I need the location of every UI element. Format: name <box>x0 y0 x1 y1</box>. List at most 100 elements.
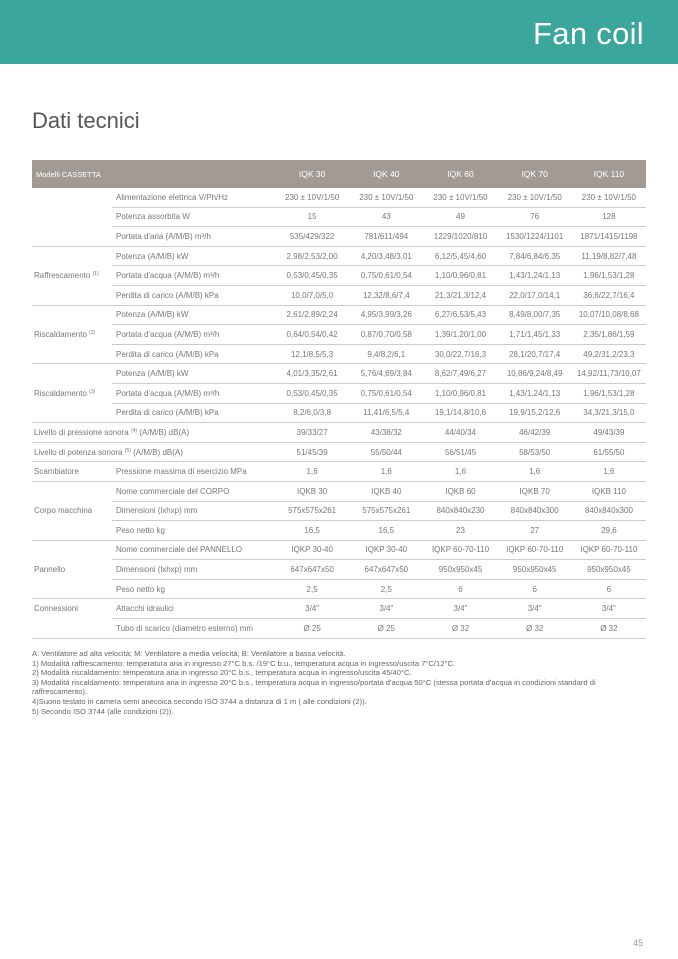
table-cell: 2,98/2,53/2,00 <box>275 246 350 267</box>
table-cell: 56/51/45 <box>423 442 498 463</box>
row-label: Nome commerciale del PANNELLO <box>112 540 276 561</box>
table-row: Connessioni Attacchi idraulici 3/4" 3/4" 3/4… <box>32 598 646 639</box>
row-label: Perdita di carico (A/M/B) kPa <box>112 285 276 306</box>
table-cell: 51/45/39 <box>275 442 350 463</box>
table-cell: Ø 25 <box>275 618 350 639</box>
table-cell: 44/40/34 <box>423 422 498 443</box>
table-cell: IQKB 70 <box>497 481 572 502</box>
table-cell: 11,41/6,5/5,4 <box>349 403 424 424</box>
table-cell: 6,27/6,53/5,43 <box>423 305 498 326</box>
table-cell: 647x647x50 <box>275 559 350 580</box>
table-cell: Ø 25 <box>349 618 424 639</box>
table-cell: 10,07/10,08/8,68 <box>571 305 646 326</box>
table-cell: 30,0/22,7/16,3 <box>423 344 498 365</box>
table-cell: 840x840x300 <box>497 501 572 522</box>
group-label: Scambiatore <box>32 461 112 482</box>
table-cell: Ø 32 <box>497 618 572 639</box>
table-cell: 36,6/22,7/16,4 <box>571 285 646 306</box>
table-row: Perdita di carico (A/M/B) kPa 10,0/7,0/5,… <box>32 285 646 306</box>
row-unit: (A/M/B) dB(A) <box>139 427 190 437</box>
table-cell: 55/50/44 <box>349 442 424 463</box>
table-cell: 840x840x230 <box>423 501 498 522</box>
table-cell: IQKB 60 <box>423 481 498 502</box>
table-cell: 22,0/17,0/14,1 <box>497 285 572 306</box>
row-label: Dimensioni (lxhxp) mm <box>112 501 276 522</box>
table-cell: 0,75/0,61/0,54 <box>349 265 424 286</box>
table-cell: 49 <box>423 207 498 228</box>
table-row: Peso netto kg 16,5 16,5 23 27 29,6 <box>32 520 646 541</box>
table-cell: 12,1/8,5/5,3 <box>275 344 350 365</box>
row-label-text: Livello di pressione sonora <box>34 427 129 437</box>
table-cell: 1,6 <box>349 461 424 482</box>
row-label: Livello di pressione sonora (4) (A/M/B) … <box>32 422 276 443</box>
row-label: Potenza assorbita W <box>112 207 276 228</box>
row-label: Portata d'acqua (A/M/B) m³/h <box>112 265 276 286</box>
table-cell: 950x950x45 <box>497 559 572 580</box>
table-row: Peso netto kg 2,5 2,5 6 6 6 <box>32 579 646 600</box>
table-row: Livello di potenza sonora (5) (A/M/B) dB… <box>32 442 646 463</box>
table-cell: 230 ± 10V/1/50 <box>571 188 646 208</box>
table-cell: 3/4" <box>571 598 646 620</box>
group-label-text: Corpo macchina <box>34 506 93 516</box>
table-cell: 6 <box>571 579 646 600</box>
table-cell: 46/42/39 <box>497 422 572 443</box>
table-cell: IQKB 110 <box>571 481 646 502</box>
group-label: Raffrescamento (1) <box>32 246 112 306</box>
table-cell: 16,5 <box>349 520 424 541</box>
models-label: Modelli CASSETTA <box>32 160 276 188</box>
page-number: 45 <box>633 938 644 948</box>
footnote-ref: (2) <box>89 329 96 336</box>
table-cell: 39/33/27 <box>275 422 350 443</box>
group-label <box>32 188 112 247</box>
table-cell: 781/611/494 <box>349 226 424 247</box>
footnote: 3) Modalità riscaldamento: temperatura a… <box>32 677 596 697</box>
table-cell: IQKP 30-40 <box>275 540 350 561</box>
table-cell: 4,20/3,48/3,01 <box>349 246 424 267</box>
table-cell: 6 <box>497 579 572 600</box>
table-cell: 647x647x50 <box>349 559 424 580</box>
table-row: Portata d'aria (A/M/B) m³/h 535/429/322 78… <box>32 226 646 247</box>
table-cell: 12,32/8,6/7,4 <box>349 285 424 306</box>
table-cell: IQKB 40 <box>349 481 424 502</box>
row-label: Portata d'acqua (A/M/B) m³/h <box>112 324 276 345</box>
table-cell: IQKP 60-70-110 <box>571 540 646 561</box>
row-label: Potenza (A/M/B) kW <box>112 246 276 267</box>
table-row: Raffrescamento (1) Potenza (A/M/B) kW 2,98… <box>32 246 646 306</box>
footnote-ref: (3) <box>89 388 96 395</box>
table-cell: 8,62/7,49/6,27 <box>423 363 498 384</box>
footnote-ref: (5) <box>124 447 131 454</box>
table-cell: 5,76/4,69/3,84 <box>349 363 424 384</box>
table-row: Portata d'acqua (A/M/B) m³/h 0,53/0,45/0,… <box>32 383 646 404</box>
table-cell: 10,86/9,24/8,49 <box>497 363 572 384</box>
row-label: Potenza (A/M/B) kW <box>112 363 276 384</box>
table-cell: 3/4" <box>275 598 350 620</box>
group-label: Riscaldamento (2) <box>32 305 112 365</box>
table-cell: 2,35/1,86/1,59 <box>571 324 646 345</box>
table-cell: 10,0/7,0/5,0 <box>275 285 350 306</box>
group-label-text: Pannello <box>34 565 66 575</box>
table-cell: 1,39/1,20/1,00 <box>423 324 498 345</box>
table-cell: 1,10/0,96/0,81 <box>423 383 498 404</box>
table-cell: Ø 32 <box>571 618 646 639</box>
table-cell: 1,6 <box>497 461 572 482</box>
table-cell: 3/4" <box>423 598 498 620</box>
table-cell: 0,64/0,54/0,42 <box>275 324 350 345</box>
row-label: Potenza (A/M/B) kW <box>112 305 276 326</box>
table-cell: 8,49/8,00/7,35 <box>497 305 572 326</box>
table-cell: Ø 32 <box>423 618 498 639</box>
footnote: 4)Suono testato in camera semi anecoica … <box>32 696 367 706</box>
table-cell: 43 <box>349 207 424 228</box>
table-cell: 76 <box>497 207 572 228</box>
table-cell: 128 <box>571 207 646 228</box>
table-cell: 4,01/3,35/2,61 <box>275 363 350 384</box>
table-cell: 29,6 <box>571 520 646 541</box>
footnote: 2) Modalità riscaldamento: temperatura a… <box>32 668 412 678</box>
table-cell: 34,3/21,3/15,0 <box>571 403 646 424</box>
row-label: Peso netto kg <box>112 579 276 600</box>
group-label-text: Riscaldamento <box>34 388 87 398</box>
table-cell: IQKP 30-40 <box>349 540 424 561</box>
table-row: Corpo macchina Nome commerciale del CORPO… <box>32 481 646 541</box>
table-cell: 7,84/6,84/6,35 <box>497 246 572 267</box>
table-cell: 1,43/1,24/1,13 <box>497 265 572 286</box>
row-label: Portata d'aria (A/M/B) m³/h <box>112 226 276 247</box>
